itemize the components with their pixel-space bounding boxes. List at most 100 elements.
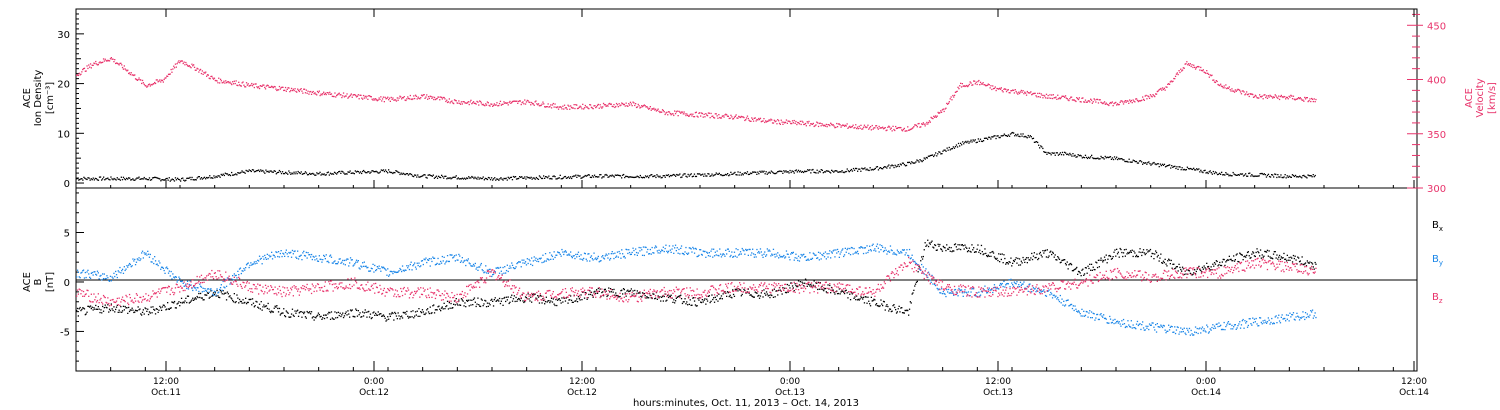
point	[425, 96, 427, 98]
point	[875, 304, 877, 306]
series-Bx	[76, 239, 1317, 322]
point	[1065, 152, 1067, 154]
point	[811, 123, 814, 125]
point	[305, 89, 307, 91]
point	[1184, 63, 1186, 65]
point	[322, 317, 324, 319]
point	[1273, 176, 1275, 178]
point	[1141, 99, 1143, 101]
point	[548, 175, 550, 177]
point	[992, 85, 994, 87]
point	[479, 100, 482, 103]
point	[285, 249, 287, 251]
point	[1140, 251, 1142, 254]
point	[667, 114, 669, 116]
point	[567, 104, 569, 106]
point	[365, 172, 367, 174]
point	[1252, 252, 1255, 254]
point	[394, 311, 396, 314]
point	[151, 312, 153, 314]
point	[390, 313, 392, 315]
point	[980, 140, 983, 142]
point	[323, 173, 325, 175]
point	[1026, 262, 1028, 264]
point	[119, 311, 121, 313]
point	[364, 265, 366, 268]
point	[893, 166, 895, 169]
point	[704, 116, 706, 118]
point	[1180, 169, 1182, 171]
point	[446, 101, 449, 104]
point	[352, 94, 354, 96]
point	[442, 96, 444, 99]
point	[80, 272, 82, 274]
point	[1275, 173, 1277, 176]
point	[798, 284, 801, 286]
point	[823, 288, 826, 290]
point	[299, 255, 301, 257]
point	[368, 171, 370, 173]
point	[365, 97, 367, 99]
point	[173, 67, 176, 69]
point	[967, 140, 969, 142]
point	[1185, 63, 1187, 65]
point	[903, 312, 905, 314]
point	[1234, 174, 1236, 176]
point	[455, 298, 457, 300]
point	[885, 305, 887, 307]
point	[962, 141, 964, 143]
point	[1313, 268, 1315, 270]
point	[569, 177, 571, 179]
point	[664, 293, 666, 295]
point	[391, 171, 393, 174]
point	[137, 259, 139, 261]
point	[608, 176, 610, 178]
point	[583, 108, 585, 110]
point	[1017, 133, 1019, 135]
point	[610, 175, 612, 177]
point	[576, 253, 579, 255]
point	[505, 102, 507, 104]
point	[900, 127, 902, 129]
point	[1112, 158, 1115, 161]
point	[487, 176, 490, 179]
point	[1289, 259, 1291, 261]
point	[195, 289, 197, 291]
point	[1158, 89, 1160, 91]
point	[1077, 270, 1080, 273]
point	[534, 178, 536, 180]
point	[561, 178, 563, 180]
point	[474, 301, 476, 303]
point	[681, 252, 684, 255]
point	[715, 113, 717, 115]
point	[536, 260, 538, 262]
point	[95, 274, 98, 276]
point	[1280, 174, 1282, 176]
point	[513, 100, 515, 102]
point	[547, 103, 549, 105]
point	[224, 172, 226, 174]
point	[191, 63, 193, 65]
point	[605, 290, 607, 292]
point	[303, 172, 306, 175]
point	[551, 301, 554, 303]
point	[275, 251, 277, 253]
point	[561, 297, 563, 299]
point	[1258, 252, 1260, 254]
point	[543, 175, 545, 177]
point	[145, 178, 147, 180]
point	[409, 94, 411, 97]
point	[1053, 152, 1055, 154]
point	[1191, 168, 1194, 171]
point	[366, 316, 368, 318]
point	[261, 85, 263, 87]
point	[348, 96, 350, 98]
point	[1003, 88, 1005, 90]
point	[241, 302, 243, 304]
point	[567, 176, 570, 178]
point	[293, 89, 295, 92]
point	[1014, 135, 1016, 137]
point	[773, 119, 775, 121]
point	[641, 177, 644, 179]
point	[593, 105, 595, 107]
